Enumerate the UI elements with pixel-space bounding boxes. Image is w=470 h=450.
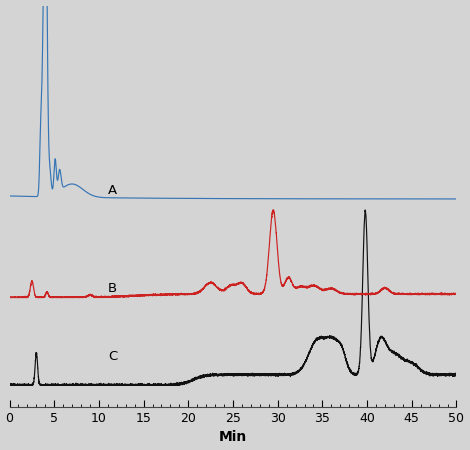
Text: A: A (108, 184, 117, 197)
Text: C: C (108, 350, 117, 363)
Text: B: B (108, 282, 117, 295)
X-axis label: Min: Min (219, 431, 247, 445)
